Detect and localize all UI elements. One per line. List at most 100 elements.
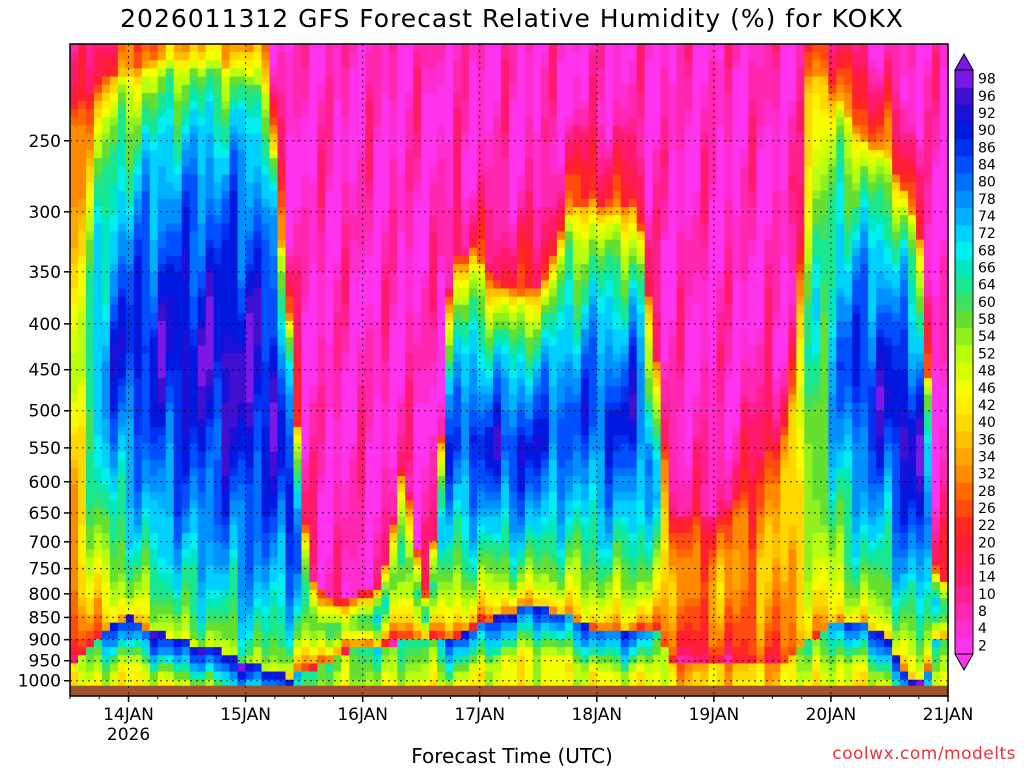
heat-cell [70, 84, 79, 94]
heat-cell [524, 394, 534, 404]
heat-cell [245, 516, 255, 526]
heat-cell [149, 264, 159, 273]
heat-cell [245, 231, 255, 241]
heat-cell [349, 386, 358, 396]
heat-cell [221, 459, 231, 469]
heat-cell [556, 68, 566, 78]
heat-cell [213, 133, 223, 143]
heat-cell [413, 467, 422, 477]
heat-cell [445, 239, 454, 249]
heat-cell [197, 549, 207, 559]
heat-cell [149, 679, 159, 689]
heat-cell [189, 109, 199, 118]
heat-cell [540, 533, 550, 542]
heat-cell [141, 524, 151, 534]
heat-cell [101, 581, 111, 591]
heat-cell [173, 231, 183, 241]
heat-cell [564, 255, 574, 265]
heat-cell [405, 231, 414, 241]
heat-cell [285, 223, 295, 233]
heat-cell [181, 329, 191, 338]
heat-cell [285, 166, 295, 175]
heat-cell [421, 435, 430, 444]
heat-cell [70, 133, 79, 143]
heat-cell [477, 60, 486, 70]
heat-cell [548, 573, 558, 583]
heat-cell [101, 647, 111, 656]
heat-cell [445, 549, 454, 559]
heat-cell [485, 109, 494, 118]
heat-cell [501, 68, 510, 78]
heat-cell [221, 557, 231, 567]
heat-cell [133, 370, 143, 379]
heat-cell [93, 394, 103, 404]
heat-cell [453, 598, 462, 607]
heat-cell [70, 533, 79, 542]
heat-cell [293, 410, 303, 420]
heat-cell [317, 280, 327, 290]
heat-cell [205, 663, 215, 673]
heat-cell [469, 272, 478, 281]
heat-cell [133, 296, 143, 306]
heat-cell [357, 492, 366, 501]
heat-cell [125, 44, 135, 53]
heat-cell [70, 475, 79, 485]
heat-cell [389, 671, 398, 681]
heat-cell [389, 516, 398, 526]
heat-cell [524, 378, 534, 387]
heat-cell [261, 92, 271, 102]
heat-cell [205, 402, 215, 412]
heat-cell [421, 125, 430, 135]
heat-cell [277, 370, 287, 379]
heat-cell [285, 630, 295, 640]
heat-cell [173, 418, 183, 428]
heat-cell [245, 84, 255, 94]
heat-cell [333, 117, 342, 127]
heat-cell [477, 671, 486, 681]
heat-cell [333, 76, 342, 86]
heat-cell [564, 296, 574, 306]
heat-cell [293, 239, 303, 249]
heat-cell [429, 410, 438, 420]
heat-cell [540, 614, 550, 624]
heat-cell [325, 524, 334, 534]
heat-cell [556, 516, 566, 526]
heat-cell [221, 638, 231, 648]
heat-cell [413, 370, 422, 379]
heat-cell [70, 663, 79, 673]
heat-cell [317, 606, 327, 616]
heat-cell [70, 158, 79, 167]
heat-cell [405, 190, 414, 200]
heat-cell [493, 117, 502, 127]
heat-cell [125, 549, 135, 559]
heat-cell [253, 329, 263, 338]
heat-cell [165, 573, 175, 583]
heat-cell [548, 606, 558, 616]
heat-cell [461, 394, 470, 404]
heat-cell [469, 223, 478, 233]
heat-cell [524, 663, 534, 673]
heat-cell [413, 581, 422, 591]
heat-cell [429, 264, 438, 273]
heat-cell [461, 370, 470, 379]
heat-cell [285, 606, 295, 616]
heat-cell [357, 141, 366, 151]
heat-cell [309, 190, 319, 200]
heat-cell [453, 622, 462, 632]
heat-cell [117, 198, 127, 208]
heat-cell [477, 44, 486, 53]
heat-cell [509, 655, 518, 664]
heat-cell [453, 44, 462, 53]
heat-cell [77, 467, 87, 477]
heat-cell [397, 125, 406, 135]
heat-cell [357, 378, 366, 387]
heat-cell [77, 435, 87, 444]
heat-cell [413, 394, 422, 404]
heat-cell [309, 76, 319, 86]
heat-cell [357, 329, 366, 338]
heat-cell [373, 76, 382, 86]
heat-cell [189, 484, 199, 493]
heat-cell [221, 149, 231, 159]
heat-cell [173, 296, 183, 306]
heat-cell [213, 655, 223, 664]
